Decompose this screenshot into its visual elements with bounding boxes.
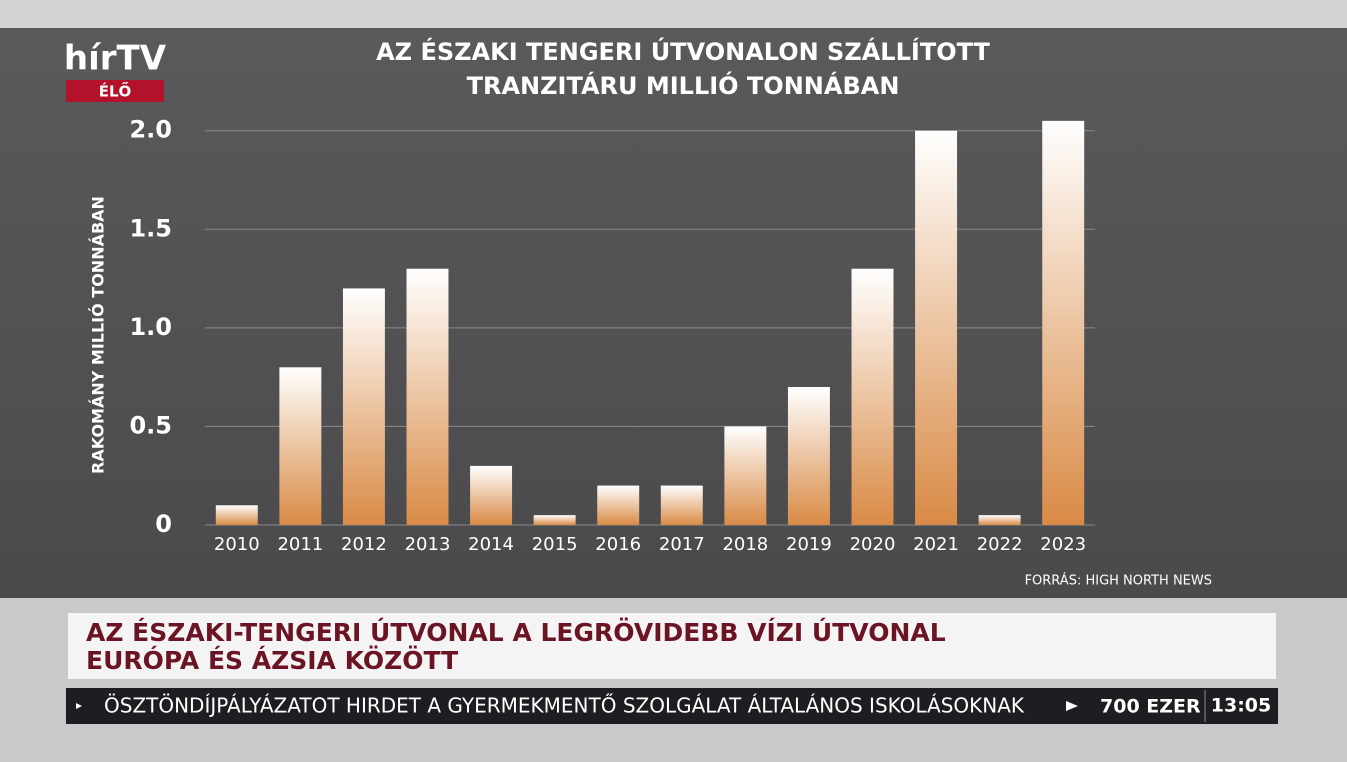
y-tick-label: 1.5 (129, 214, 172, 242)
bar (597, 485, 640, 525)
x-tick-label: 2023 (1040, 534, 1086, 555)
bar (533, 515, 576, 525)
x-tick-label: 2016 (595, 534, 641, 555)
source: FORRÁS: HIGH NORTH NEWS (1025, 573, 1212, 589)
ticker-arrow (1066, 701, 1078, 711)
bar (787, 387, 830, 525)
x-tick-label: 2011 (277, 534, 323, 555)
x-tick-label: 2020 (850, 534, 896, 555)
live-badge (66, 80, 164, 102)
x-tick-label: 2019 (786, 534, 832, 555)
bar (660, 485, 703, 525)
x-tick-label: 2015 (532, 534, 578, 555)
bar (915, 130, 958, 525)
bar (215, 505, 258, 525)
y-tick-label: 0.5 (129, 411, 172, 439)
top-background (0, 0, 1347, 28)
live-label: ÉLŐ (99, 81, 132, 101)
chart-title: AZ ÉSZAKI TENGERI ÚTVONALON SZÁLLÍTOTT (376, 36, 990, 66)
ticker-divider (1204, 690, 1206, 722)
chart-subtitle: TRANZITÁRU MILLIÓ TONNÁBAN (467, 70, 900, 100)
y-axis-label: RAKOMÁNY MILLIÓ TONNÁBAN (89, 196, 108, 474)
headline-line: EURÓPA ÉS ÁZSIA KÖZÖTT (86, 645, 458, 675)
ticker-arrow (76, 703, 82, 709)
bar (470, 465, 513, 525)
plot: 0 0.5 1.0 1.5 2.0 2010 2011 2012 2013 2014 2015 201… (129, 116, 1095, 555)
bar (279, 367, 322, 525)
bar (724, 426, 767, 525)
x-tick-label: 2021 (913, 534, 959, 555)
headline-box (68, 613, 1276, 679)
x-tick-label: 2012 (341, 534, 387, 555)
ticker-next: 700 EZER (1100, 696, 1201, 718)
y-tick-label: 2.0 (129, 116, 172, 144)
ticker-text: ÖSZTÖNDÍJPÁLYÁZATOT HIRDET A GYERMEKMENT… (104, 694, 1025, 718)
x-tick-label: 2013 (405, 534, 451, 555)
x-tick-label: 2014 (468, 534, 514, 555)
y-tick-label: 0 (155, 510, 172, 538)
x-tick-label: 2017 (659, 534, 705, 555)
bar (1042, 120, 1085, 525)
clock: 13:05 (1211, 695, 1271, 717)
x-tick-label: 2010 (214, 534, 260, 555)
x-tick-label: 2022 (977, 534, 1023, 555)
bar (406, 268, 449, 525)
bar (851, 268, 894, 525)
x-tick-label: 2018 (722, 534, 768, 555)
headline-line: AZ ÉSZAKI-TENGERI ÚTVONAL A LEGRÖVIDEBB … (86, 617, 946, 647)
bar (978, 515, 1021, 525)
logo-brand: hírTV (64, 39, 167, 79)
bar (342, 288, 385, 525)
y-tick-label: 1.0 (129, 313, 172, 341)
logo: hírTV ÉLŐ (64, 39, 167, 102)
